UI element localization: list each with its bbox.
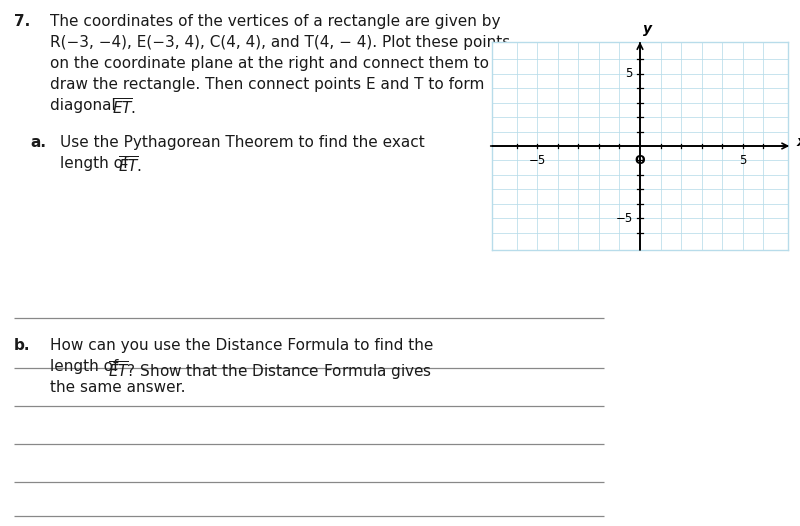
Text: length of: length of [60,156,134,171]
Text: 5: 5 [626,67,633,80]
Text: b.: b. [14,338,30,353]
Text: diagonal: diagonal [50,98,121,113]
Text: $\overline{ET}$.: $\overline{ET}$. [118,156,142,176]
Text: 5: 5 [739,154,746,167]
Text: a.: a. [30,135,46,150]
Text: −5: −5 [529,154,546,167]
Text: Use the Pythagorean Theorem to find the exact: Use the Pythagorean Theorem to find the … [60,135,425,150]
Text: y: y [642,22,652,36]
Text: the same answer.: the same answer. [50,380,186,395]
Text: length of: length of [50,359,123,374]
Text: $\overline{ET}$? Show that the Distance Formula gives: $\overline{ET}$? Show that the Distance … [108,359,432,382]
Text: $\overline{ET}$.: $\overline{ET}$. [112,98,136,118]
Text: on the coordinate plane at the right and connect them to: on the coordinate plane at the right and… [50,56,489,71]
Text: −5: −5 [615,212,633,225]
Text: R(−3, −4), E(−3, 4), C(4, 4), and T(4, − 4). Plot these points: R(−3, −4), E(−3, 4), C(4, 4), and T(4, −… [50,35,510,50]
Text: How can you use the Distance Formula to find the: How can you use the Distance Formula to … [50,338,434,353]
Text: 7.: 7. [14,14,30,29]
Text: The coordinates of the vertices of a rectangle are given by: The coordinates of the vertices of a rec… [50,14,501,29]
Text: draw the rectangle. Then connect points E and T to form: draw the rectangle. Then connect points … [50,77,484,92]
Text: O: O [634,154,646,167]
Text: x: x [796,135,800,149]
